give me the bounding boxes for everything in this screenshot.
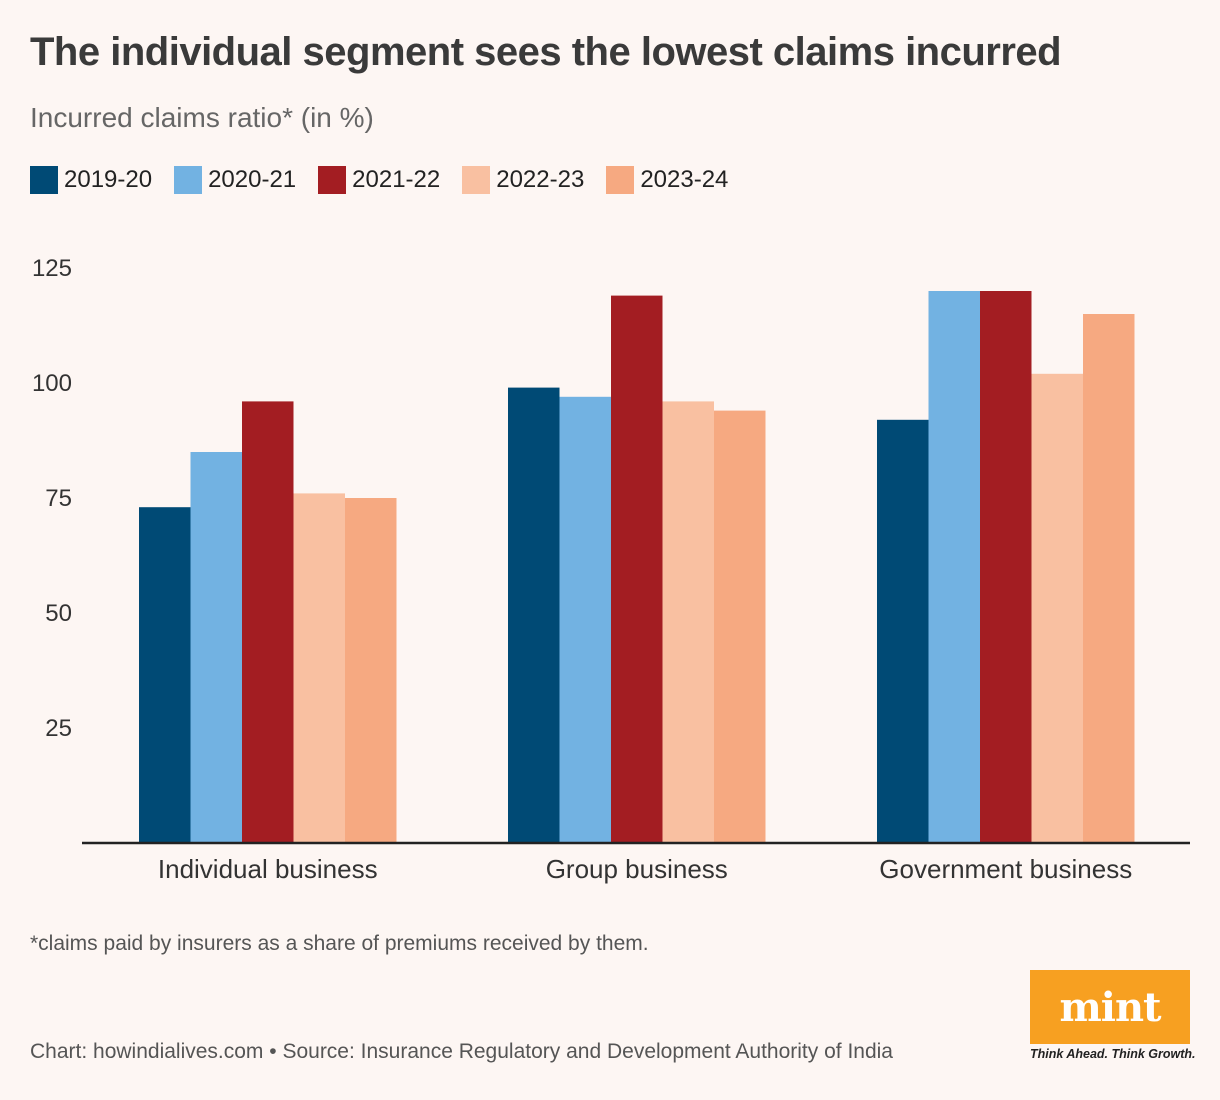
bar xyxy=(508,387,560,843)
legend-swatch xyxy=(462,166,491,194)
bar xyxy=(190,452,242,843)
x-category-label: Government business xyxy=(879,854,1132,884)
legend-label: 2021-22 xyxy=(352,166,441,193)
bar xyxy=(1083,314,1135,843)
bar xyxy=(293,493,345,843)
legend-item-2021-22: 2021-22 xyxy=(318,166,440,194)
bar xyxy=(714,410,766,843)
logo-wordmark: mint xyxy=(1059,983,1161,1031)
bar xyxy=(980,291,1032,843)
legend-swatch xyxy=(318,166,347,194)
bar xyxy=(559,396,611,843)
chart-title: The individual segment sees the lowest c… xyxy=(30,30,1062,74)
footnote: *claims paid by insurers as a share of p… xyxy=(30,932,649,955)
bar xyxy=(611,295,663,844)
legend-swatch xyxy=(30,166,58,194)
bar xyxy=(1031,373,1083,843)
y-tick-label: 25 xyxy=(45,715,72,742)
bar xyxy=(877,419,929,843)
legend-label: 2020-21 xyxy=(208,166,297,193)
legend-item-2023-24: 2023-24 xyxy=(606,166,728,194)
bar xyxy=(242,401,294,843)
legend-item-2019-20: 2019-20 xyxy=(30,166,152,194)
legend-item-2020-21: 2020-21 xyxy=(174,166,296,194)
y-tick-label: 50 xyxy=(45,600,72,627)
legend-label: 2019-20 xyxy=(64,166,153,193)
legend-label: 2022-23 xyxy=(496,166,585,193)
x-category-label: Individual business xyxy=(158,854,378,884)
y-tick-label: 100 xyxy=(32,370,72,397)
legend-swatch xyxy=(174,166,203,194)
bar xyxy=(139,507,191,843)
x-category-label: Group business xyxy=(546,854,728,884)
bar xyxy=(662,401,714,843)
legend-label: 2023-24 xyxy=(640,166,729,193)
source-credit: Chart: howindialives.com • Source: Insur… xyxy=(30,1040,893,1063)
legend-item-2022-23: 2022-23 xyxy=(462,166,584,194)
mint-logo: mint xyxy=(1030,970,1190,1044)
bar xyxy=(345,498,397,843)
logo-tagline: Think Ahead. Think Growth. xyxy=(1030,1047,1196,1061)
y-tick-label: 75 xyxy=(45,485,72,512)
legend: 2019-20 2020-21 2021-22 2022-23 2023-24 xyxy=(30,166,728,194)
chart-subtitle: Incurred claims ratio* (in %) xyxy=(30,102,374,133)
y-tick-label: 125 xyxy=(32,255,72,282)
legend-swatch xyxy=(606,166,635,194)
bar xyxy=(928,291,980,843)
